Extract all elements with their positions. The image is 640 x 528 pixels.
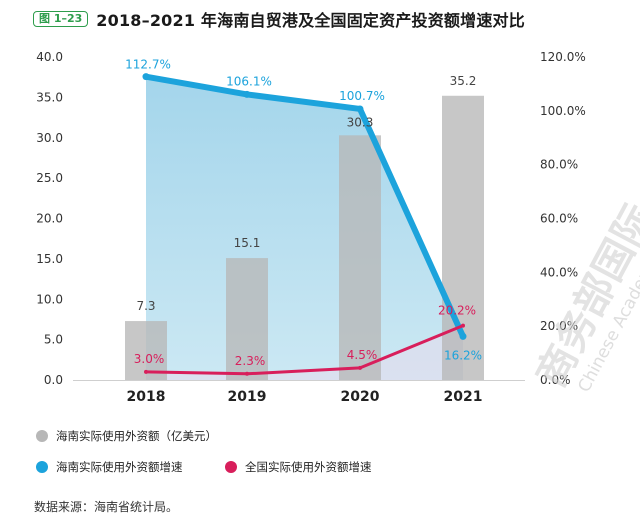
y-left-tick-label: 10.0 (36, 292, 63, 306)
national-growth-line (144, 324, 465, 376)
y-right-tick-label: 40.0% (540, 265, 578, 279)
national-growth-label: 20.2% (438, 304, 476, 318)
x-tick-label: 2018 (127, 389, 166, 405)
legend-item-bars: 海南实际使用外资额（亿美元） (36, 428, 217, 444)
y-right-tick-label: 60.0% (540, 212, 578, 226)
y-left-tick-label: 35.0 (36, 90, 63, 104)
bars-layer (125, 95, 484, 380)
y-left-tick-label: 25.0 (36, 171, 63, 185)
y-right-tick-label: 80.0% (540, 158, 578, 172)
y-left-tick-label: 20.0 (36, 212, 63, 226)
legend-item-national-growth: 全国实际使用外资额增速 (225, 459, 372, 475)
axes-layer: 0.0 5.0 10.0 15.0 20.0 25.0 30.0 35.0 40.0 0.0% 20… (36, 50, 585, 405)
bar-2020 (339, 135, 381, 380)
national-growth-area (146, 325, 463, 380)
y-left-tick-label: 0.0 (44, 373, 63, 387)
bar-value-label: 7.3 (136, 299, 155, 313)
y-left-tick-label: 30.0 (36, 131, 63, 145)
hainan-growth-line-point (142, 73, 150, 81)
hainan-growth-label: 16.2% (444, 348, 482, 362)
hainan-growth-label: 112.7% (125, 58, 171, 72)
bar-value-label: 35.2 (450, 74, 477, 88)
bar-value-label: 15.1 (234, 236, 261, 250)
hainan-growth-label: 100.7% (339, 89, 385, 103)
y-right-tick-label: 120.0% (540, 50, 586, 64)
bar-2019 (226, 258, 268, 380)
hainan-growth-label: 106.1% (226, 74, 272, 88)
legend-label: 海南实际使用外资额增速 (56, 460, 183, 474)
data-labels-layer: 7.3 15.1 30.3 35.2 112.7% 106.1% 100.7% 16.2% 3.… (125, 58, 482, 368)
x-tick-label: 2019 (228, 389, 267, 405)
legend-item-hainan-growth: 海南实际使用外资额增速 (36, 459, 183, 475)
legend-label: 海南实际使用外资额（亿美元） (56, 429, 217, 443)
source-note: 数据来源：海南省统计局。 (34, 500, 179, 514)
national-growth-label: 2.3% (235, 354, 266, 368)
national-growth-label: 3.0% (134, 352, 165, 366)
figure-label: 图 1–23 (33, 11, 89, 27)
y-right-tick-label: 20.0% (540, 319, 578, 333)
hainan-growth-area (146, 76, 463, 380)
lines-layer (142, 73, 467, 376)
bar-value-label: 30.3 (347, 115, 374, 129)
hainan-growth-line-point (356, 105, 364, 113)
legend-swatch-gray (36, 430, 48, 442)
legend-label: 全国实际使用外资额增速 (245, 460, 372, 474)
chart-header: 图 1–23 2018–2021 年海南自贸港及全国固定资产投资额增速对比 (33, 6, 525, 32)
y-left-tick-label: 15.0 (36, 252, 63, 266)
legend-swatch-red (225, 461, 237, 473)
national-growth-line-point (358, 365, 362, 370)
hainan-area-layer (146, 76, 463, 380)
x-tick-label: 2021 (444, 389, 483, 405)
hainan-growth-line-point (243, 90, 251, 98)
y-left-tick-label: 40.0 (36, 50, 63, 64)
y-right-tick-label: 100.0% (540, 104, 586, 118)
hainan-growth-line-point (459, 332, 467, 340)
legend-swatch-blue (36, 461, 48, 473)
chart-title: 2018–2021 年海南自贸港及全国固定资产投资额增速对比 (96, 11, 525, 30)
national-growth-line-point (144, 369, 148, 374)
hainan-growth-line (143, 73, 466, 340)
y-right-tick-label: 0.0% (540, 373, 571, 387)
national-growth-label: 4.5% (347, 348, 378, 362)
x-tick-label: 2020 (341, 389, 380, 405)
national-growth-line-point (245, 371, 249, 376)
y-left-tick-label: 5.0 (44, 333, 63, 347)
national-growth-line-point (461, 323, 465, 328)
